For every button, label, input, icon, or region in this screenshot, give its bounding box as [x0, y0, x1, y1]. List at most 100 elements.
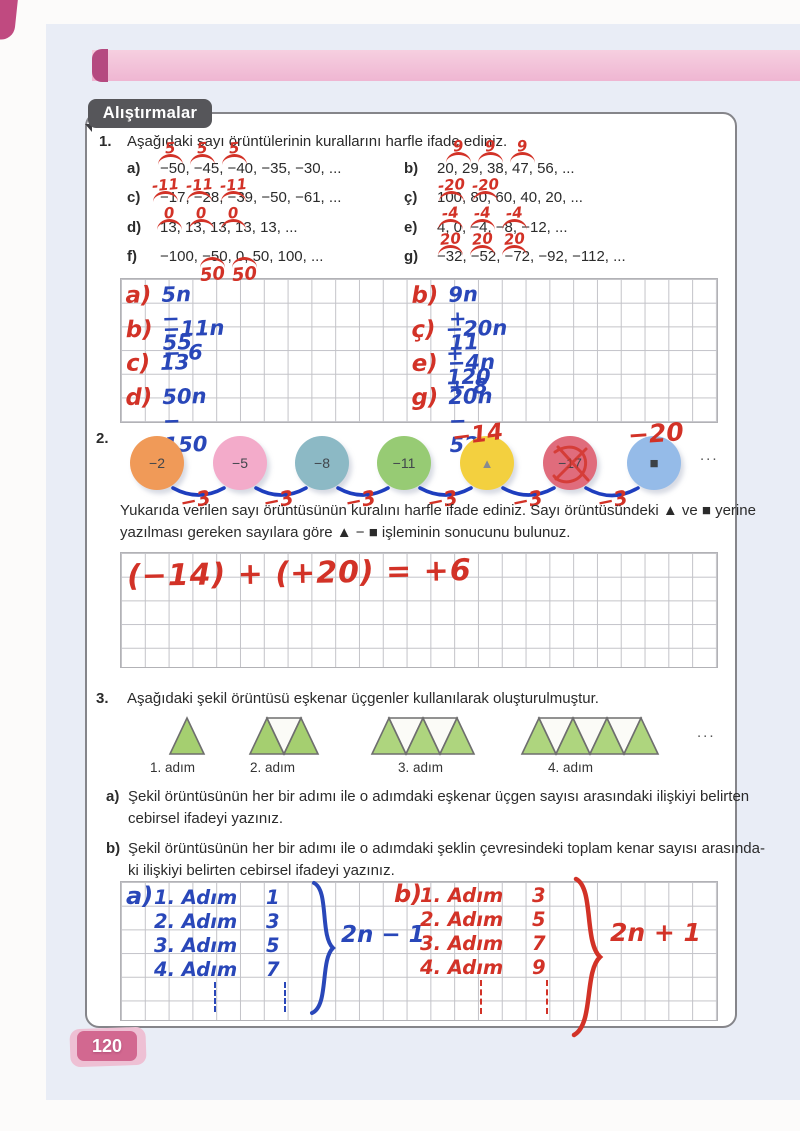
question-a-line1: Şekil örüntüsünün her bir adımı ile o ad…	[128, 788, 750, 805]
ink-annotation-digit: 20	[439, 229, 462, 249]
answer-grid-1	[120, 278, 718, 423]
ink-annotation-unit: 5	[222, 139, 247, 165]
ink-step-row: 3. Adım 7	[420, 932, 546, 956]
ink-annotation-arc	[473, 191, 499, 202]
ink-annotation-digit: 5	[164, 138, 177, 158]
ink-step-row: 4. Adım 7	[154, 958, 280, 982]
ink-annotation-arc	[446, 152, 471, 163]
ink-formula-b: 2n + 1	[610, 918, 701, 947]
ink-dots-a-steps	[214, 982, 216, 1012]
sequence-text: 100, 80, 60, 40, 20, ...	[437, 189, 583, 207]
ink-annotation-arc	[189, 219, 214, 230]
ink-annotation-arc	[438, 245, 463, 256]
triangle-circle: ▲	[460, 436, 514, 490]
answer-grid-3	[120, 881, 718, 1021]
ink-annotation-arc	[221, 219, 246, 230]
ink-annotation-unit: 50	[199, 257, 226, 287]
ink-annotation-arc	[478, 152, 503, 163]
ink-annotation-unit: -4	[438, 203, 463, 230]
ink-annotation-digit: -11	[151, 174, 180, 196]
ink-annotation-arc	[510, 152, 535, 163]
ink-annotation-digit: -11	[219, 174, 249, 196]
ink-annotation-arc	[157, 219, 182, 230]
triangle-pattern-figure	[168, 716, 660, 756]
question-b-line1: Şekil örüntüsünün her bir adımı ile o ad…	[128, 840, 765, 857]
step-labels: 1. adım 2. adım 3. adım 4. adım	[120, 760, 720, 780]
ink-annotation-digit: 20	[503, 229, 526, 249]
ink-step-row: 2. Adım 5	[420, 908, 546, 932]
ink-annotation-unit: 20	[470, 229, 495, 256]
exercise2-prompt-line1: Yukarıda verilen sayı örüntüsünün kuralı…	[120, 502, 756, 519]
ink-annotation-c-cedilla: -20 -20	[437, 175, 506, 202]
step-label: 3. adım	[398, 760, 444, 775]
ink-annotation-arc	[502, 219, 527, 230]
ink-step-value: 5	[532, 908, 546, 931]
sequence-row-right: ç) 100, 80, 60, 40, 20, ...	[404, 189, 626, 218]
ink-step-row: 1. Adım 3	[420, 884, 546, 908]
sequence-item-label: a)	[127, 160, 141, 177]
ink-answer-row: c) 13	[126, 349, 190, 377]
ink-annotation-unit: -11	[185, 175, 214, 202]
ink-dots-b-values	[546, 980, 548, 1014]
exercise2-prompt-line2: yazılması gereken sayılara göre ▲ − ■ iş…	[120, 524, 571, 541]
ink-brace-b	[571, 876, 604, 1038]
exercise3-prompt: Aşağıdaki şekil örüntüsü eşkenar üçgenle…	[127, 690, 599, 707]
number-circle: −8	[295, 436, 349, 490]
ink-answer-label: ç)	[411, 316, 436, 344]
ink-annotation-digit: -4	[441, 203, 460, 223]
ink-annotation-arc	[232, 257, 258, 268]
exercise1-number: 1.	[99, 133, 112, 150]
ink-annotation-digit: 50	[199, 262, 226, 287]
pattern-ellipsis: ...	[700, 447, 719, 464]
ink-annotation-arc	[470, 245, 495, 256]
ink-annotation-unit: -20	[437, 175, 466, 202]
red-scribble-on-circle	[552, 445, 590, 484]
exercise3-number: 3.	[96, 690, 109, 707]
ink-annotation-unit: 50	[231, 257, 258, 287]
ink-annotation-arc	[200, 257, 226, 268]
ink-answer-label: a)	[125, 282, 152, 309]
question-b-line2: ki ilişkiyi belirten cebirsel ifadeyi ya…	[128, 862, 395, 879]
ink-annotation-unit: -4	[470, 203, 495, 230]
sequence-row-right: b) 20, 29, 38, 47, 56, ...	[404, 160, 626, 189]
ink-annotation-arc	[439, 191, 465, 202]
ink-step-name: 1. Adım	[154, 886, 238, 909]
ink-answer-label: b)	[125, 316, 154, 344]
ink-annotation-unit: 9	[478, 137, 503, 163]
ink-answer-label: g)	[411, 384, 439, 412]
ink-annotation-digit: 0	[195, 203, 208, 223]
number-circle: −5	[213, 436, 267, 490]
ink-annotation-digit: 50	[231, 262, 258, 287]
ink-annotation-g: 20 20 20	[438, 229, 534, 256]
ink-exercise2-answer: (−14) + (+20) = +6	[126, 552, 472, 595]
step-label: 1. adım	[150, 760, 196, 775]
ink-step-row: 4. Adım 9	[420, 956, 546, 980]
ink-annotation-unit: 9	[446, 137, 471, 163]
ink-annotation-digit: -4	[473, 203, 492, 223]
ink-step-value: 3	[532, 884, 546, 907]
page-number-badge: 120	[77, 1031, 137, 1061]
ink-annotation-f: 50 50	[199, 257, 264, 287]
number-circle: −11	[377, 436, 431, 490]
ink-answer-label: d)	[125, 384, 153, 412]
ink-annotation-unit: -11	[151, 174, 180, 202]
question-a-line2: cebirsel ifadeyi yazınız.	[128, 810, 284, 827]
ink-answer-b-label: b)	[394, 880, 423, 908]
up-triangle	[168, 716, 206, 755]
ink-step-name: 3. Adım	[420, 932, 504, 955]
ink-annotation-unit: -20	[471, 175, 500, 202]
blue-connector-arcs	[171, 486, 640, 498]
ink-brace-a	[310, 881, 336, 1015]
ink-step-value: 7	[532, 932, 546, 955]
ink-annotation-arc	[222, 154, 247, 165]
ink-annotation-unit: 0	[157, 204, 182, 230]
sequence-text: 20, 29, 38, 47, 56, ...	[437, 160, 575, 177]
ink-step-name: 1. Adım	[420, 884, 504, 907]
ink-dots-b-steps	[480, 980, 482, 1014]
number-circle: −2	[130, 436, 184, 490]
ink-step-value: 9	[532, 956, 546, 979]
square-circle: ■	[627, 436, 681, 490]
